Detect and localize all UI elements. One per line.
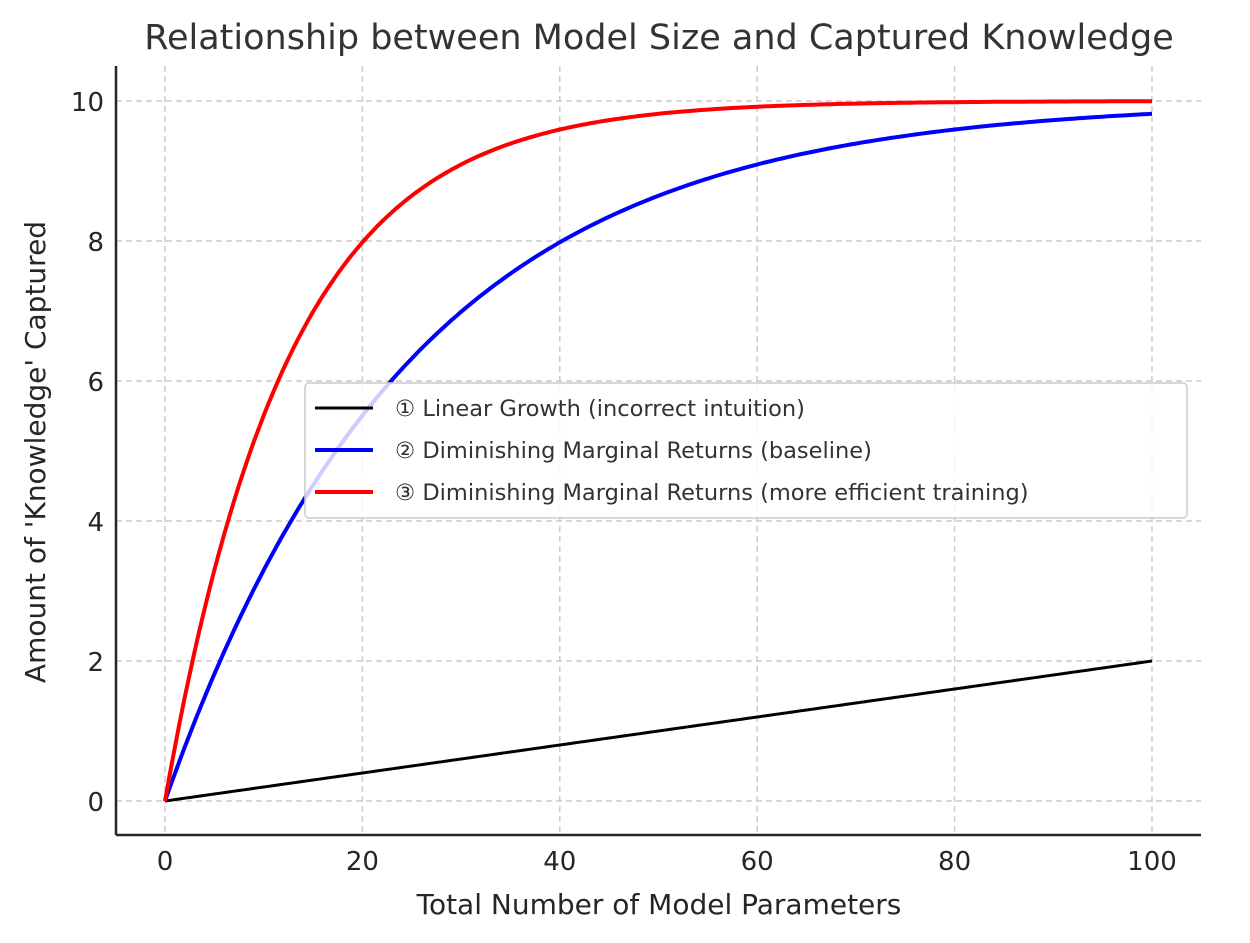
- y-tick-label: 2: [87, 648, 104, 678]
- x-axis-label: Total Number of Model Parameters: [416, 888, 902, 921]
- x-tick-labels: 0 20 40 60 80 100: [157, 847, 1177, 877]
- legend-box: [304, 382, 1188, 519]
- y-tick-label: 10: [71, 88, 104, 118]
- x-tick-label: 60: [741, 847, 774, 877]
- y-tick-labels: 0 2 4 6 8 10: [71, 88, 104, 818]
- series-line-3: [163, 99, 1152, 802]
- x-tick-label: 20: [346, 847, 379, 877]
- y-tick-label: 0: [87, 788, 104, 818]
- y-tick-label: 8: [87, 228, 104, 258]
- series-line-1: [164, 659, 1153, 803]
- legend-label: ③ Diminishing Marginal Returns (more eff…: [395, 480, 1029, 506]
- x-tick-label: 40: [543, 847, 576, 877]
- y-tick-label: 4: [87, 508, 104, 538]
- x-tick-label: 80: [938, 847, 971, 877]
- legend-label: ① Linear Growth (incorrect intuition): [395, 396, 805, 422]
- chart-title: Relationship between Model Size and Capt…: [144, 18, 1174, 58]
- y-tick-label: 6: [87, 368, 104, 398]
- legend-label: ② Diminishing Marginal Returns (baseline…: [395, 438, 872, 464]
- x-tick-label: 100: [1127, 847, 1177, 877]
- y-axis-label: Amount of 'Knowledge' Captured: [19, 221, 52, 683]
- legend: ① Linear Growth (incorrect intuition) ② D…: [304, 382, 1188, 519]
- x-tick-label: 0: [157, 847, 174, 877]
